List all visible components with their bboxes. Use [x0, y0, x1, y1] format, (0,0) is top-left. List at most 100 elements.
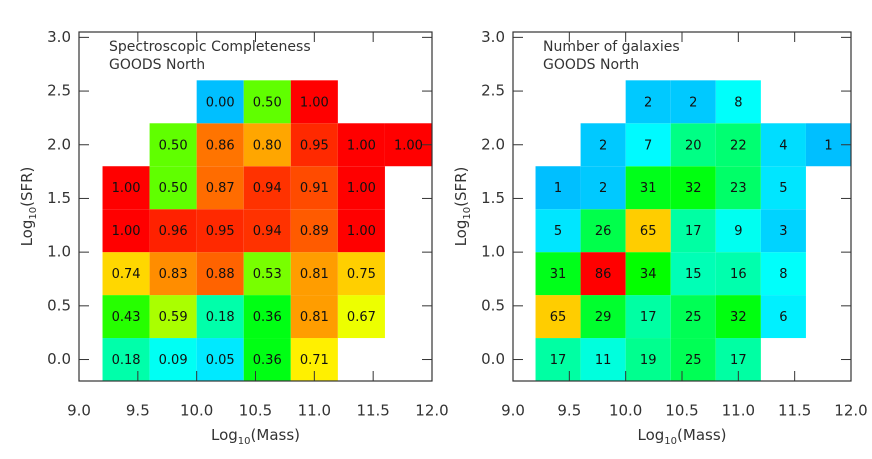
cell-label: 0.81	[300, 310, 329, 325]
cell-label: 22	[730, 138, 747, 153]
heatmap-cell	[102, 209, 150, 253]
heatmap-cell	[625, 252, 671, 296]
heatmap-cell	[715, 166, 761, 210]
cell-label: 8	[779, 267, 787, 282]
cell-label: 0.00	[206, 95, 235, 110]
annotation: GOODS North	[543, 57, 639, 73]
cell-label: 7	[644, 138, 652, 153]
heatmap-cell	[580, 295, 626, 339]
heatmap-cell	[670, 209, 716, 253]
y-tick-label: 0.5	[47, 296, 71, 314]
cell-label: 0.36	[253, 310, 282, 325]
axis-label: Log10(SFR)	[452, 167, 473, 247]
x-tick-label: 11.5	[778, 402, 811, 420]
cell-label: 0.50	[159, 138, 188, 153]
heatmap-cell	[625, 295, 671, 339]
heatmap-cell	[670, 166, 716, 210]
cell-label: 1.00	[394, 138, 423, 153]
cell-label: 3	[779, 224, 787, 239]
heatmap-cell	[337, 252, 385, 296]
heatmap-cell	[337, 295, 385, 339]
cell-label: 0.50	[159, 181, 188, 196]
axis-label-part: Log	[638, 426, 665, 444]
heatmap-cell	[535, 295, 581, 339]
heatmap-cell	[580, 209, 626, 253]
cell-label: 0.89	[300, 224, 329, 239]
axis-label: Log10(Mass)	[638, 426, 727, 447]
annotation: Spectroscopic Completeness	[109, 39, 311, 55]
heatmap-cell	[670, 295, 716, 339]
heatmap-cell	[196, 295, 244, 339]
cell-label: 2	[599, 181, 607, 196]
cell-label: 1	[824, 138, 832, 153]
heatmap-cell	[715, 209, 761, 253]
cell-label: 0.91	[300, 181, 329, 196]
axis-label: Log10(SFR)	[18, 167, 39, 247]
heatmap-cell	[760, 123, 806, 167]
y-tick-label: 1.0	[47, 243, 71, 261]
heatmap-cell	[625, 338, 671, 381]
cell-label: 0.59	[159, 310, 188, 325]
cell-label: 1.00	[347, 224, 376, 239]
heatmap-cell	[196, 338, 244, 381]
cell-label: 31	[640, 181, 657, 196]
heatmap-cell	[760, 209, 806, 253]
heatmap-cell	[337, 123, 385, 167]
cell-label: 0.18	[112, 353, 141, 368]
heatmap-cell	[102, 252, 150, 296]
cell-label: 23	[730, 181, 747, 196]
heatmap-cell	[670, 80, 716, 124]
heatmap-cell	[243, 123, 291, 167]
y-tick-label: 1.0	[481, 243, 505, 261]
y-tick-label: 0.0	[47, 350, 71, 368]
heatmap-cell	[290, 123, 338, 167]
heatmap-cell	[290, 166, 338, 210]
x-tick-label: 10.5	[665, 402, 698, 420]
axis-label-part: Log	[18, 220, 36, 247]
heatmap-cell	[715, 252, 761, 296]
cell-label: 0.88	[206, 267, 235, 282]
y-tick-label: 2.5	[47, 82, 71, 100]
cell-label: 4	[779, 138, 787, 153]
cell-label: 0.83	[159, 267, 188, 282]
heatmap-cell	[625, 123, 671, 167]
cell-label: 86	[595, 267, 612, 282]
cell-label: 0.94	[253, 181, 282, 196]
y-tick-label: 3.0	[47, 28, 71, 46]
x-tick-label: 11.0	[722, 402, 755, 420]
cell-label: 0.75	[347, 267, 376, 282]
heatmap-cell	[290, 295, 338, 339]
cell-label: 0.74	[112, 267, 141, 282]
cell-label: 0.71	[300, 353, 329, 368]
axis-label-part: 10	[462, 207, 473, 220]
heatmap-cell	[290, 209, 338, 253]
cell-label: 2	[599, 138, 607, 153]
cell-label: 8	[734, 95, 742, 110]
cell-label: 5	[779, 181, 787, 196]
heatmap-cell	[670, 123, 716, 167]
x-tick-label: 9.5	[126, 402, 150, 420]
heatmap-cell	[149, 166, 197, 210]
x-tick-label: 9.0	[67, 402, 91, 420]
y-tick-label: 2.0	[481, 135, 505, 153]
axis-label-part: 10	[28, 207, 39, 220]
cell-label: 0.96	[159, 224, 188, 239]
heatmap-cell	[580, 252, 626, 296]
heatmap-cell	[625, 209, 671, 253]
heatmap-cell	[535, 209, 581, 253]
heatmap-cell	[196, 252, 244, 296]
cell-label: 65	[640, 224, 657, 239]
heatmap-cell	[337, 166, 385, 210]
cell-label: 15	[685, 267, 702, 282]
axis-label-part: 10	[664, 436, 677, 447]
heatmap-cell	[760, 295, 806, 339]
y-tick-label: 0.5	[481, 296, 505, 314]
axis-label: Log10(Mass)	[211, 426, 300, 447]
x-tick-label: 12.0	[834, 402, 867, 420]
cell-label: 1.00	[112, 224, 141, 239]
heatmap-cell	[760, 252, 806, 296]
annotation: Number of galaxies	[543, 39, 680, 55]
cell-label: 0.50	[253, 95, 282, 110]
heatmap-cell	[290, 80, 338, 124]
